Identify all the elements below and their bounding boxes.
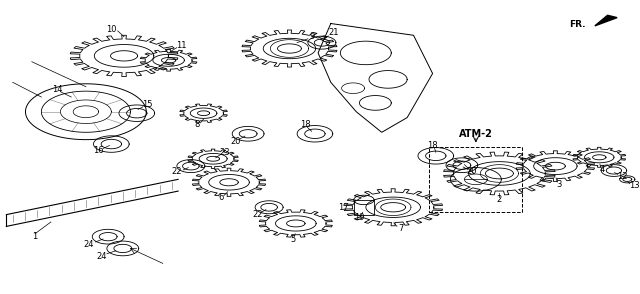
Text: 1: 1 [33, 232, 38, 241]
Text: 10: 10 [106, 25, 116, 34]
Text: 16: 16 [93, 146, 104, 155]
Text: 8: 8 [195, 121, 200, 129]
Text: 21: 21 [328, 29, 339, 37]
Text: 24: 24 [97, 252, 107, 261]
Text: 6: 6 [218, 193, 223, 202]
Text: 22: 22 [172, 168, 182, 176]
Text: 20: 20 [467, 168, 477, 176]
Text: 13: 13 [629, 181, 639, 190]
Polygon shape [595, 15, 617, 26]
Text: 11: 11 [176, 41, 187, 50]
Text: 5: 5 [290, 235, 295, 244]
Text: 2: 2 [497, 195, 502, 204]
Text: 24: 24 [84, 240, 94, 248]
Text: 23: 23 [220, 148, 230, 157]
Text: 17: 17 [338, 203, 349, 212]
Text: 15: 15 [142, 100, 153, 109]
Text: 18: 18 [300, 121, 310, 129]
Text: 9: 9 [309, 32, 314, 41]
Text: 20: 20 [230, 137, 241, 146]
Text: 14: 14 [52, 85, 63, 94]
Text: 22: 22 [252, 210, 263, 219]
Text: 7: 7 [398, 224, 403, 233]
Text: 18: 18 [428, 141, 438, 150]
Text: 4: 4 [600, 165, 605, 173]
Text: FR.: FR. [570, 21, 586, 29]
Text: 12: 12 [617, 172, 627, 181]
Text: 19: 19 [354, 213, 365, 222]
Text: 3: 3 [556, 180, 561, 188]
Text: ATM-2: ATM-2 [459, 129, 493, 139]
